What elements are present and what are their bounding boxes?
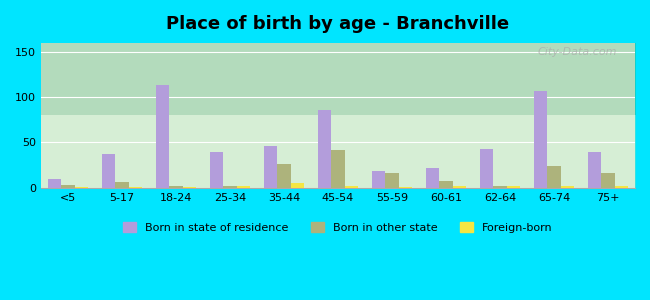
Bar — [101, 154, 115, 188]
Bar — [237, 186, 250, 188]
Bar — [547, 166, 561, 188]
Bar — [615, 186, 629, 188]
Bar — [169, 186, 183, 188]
Bar — [129, 187, 142, 188]
Bar — [155, 85, 169, 188]
Bar — [115, 182, 129, 188]
Bar — [372, 171, 385, 188]
Text: City-Data.com: City-Data.com — [538, 47, 618, 57]
Bar — [534, 91, 547, 188]
Bar — [291, 183, 304, 188]
Bar — [507, 186, 520, 188]
Bar — [426, 168, 439, 188]
Bar — [601, 173, 615, 188]
Bar — [493, 186, 507, 188]
Bar — [223, 186, 237, 188]
Bar — [480, 149, 493, 188]
Bar — [344, 186, 358, 188]
Bar — [47, 179, 61, 188]
Bar — [277, 164, 291, 188]
Bar — [264, 146, 277, 188]
Bar — [588, 152, 601, 188]
Bar — [452, 186, 466, 188]
Legend: Born in state of residence, Born in other state, Foreign-born: Born in state of residence, Born in othe… — [118, 218, 557, 237]
Bar — [75, 187, 88, 188]
Bar — [439, 181, 452, 188]
Bar — [332, 150, 344, 188]
Bar — [561, 186, 574, 188]
Bar — [385, 173, 398, 188]
Bar — [210, 152, 223, 188]
Title: Place of birth by age - Branchville: Place of birth by age - Branchville — [166, 15, 510, 33]
Bar — [183, 187, 196, 188]
Bar — [398, 187, 412, 188]
Bar — [318, 110, 332, 188]
Bar — [61, 185, 75, 188]
